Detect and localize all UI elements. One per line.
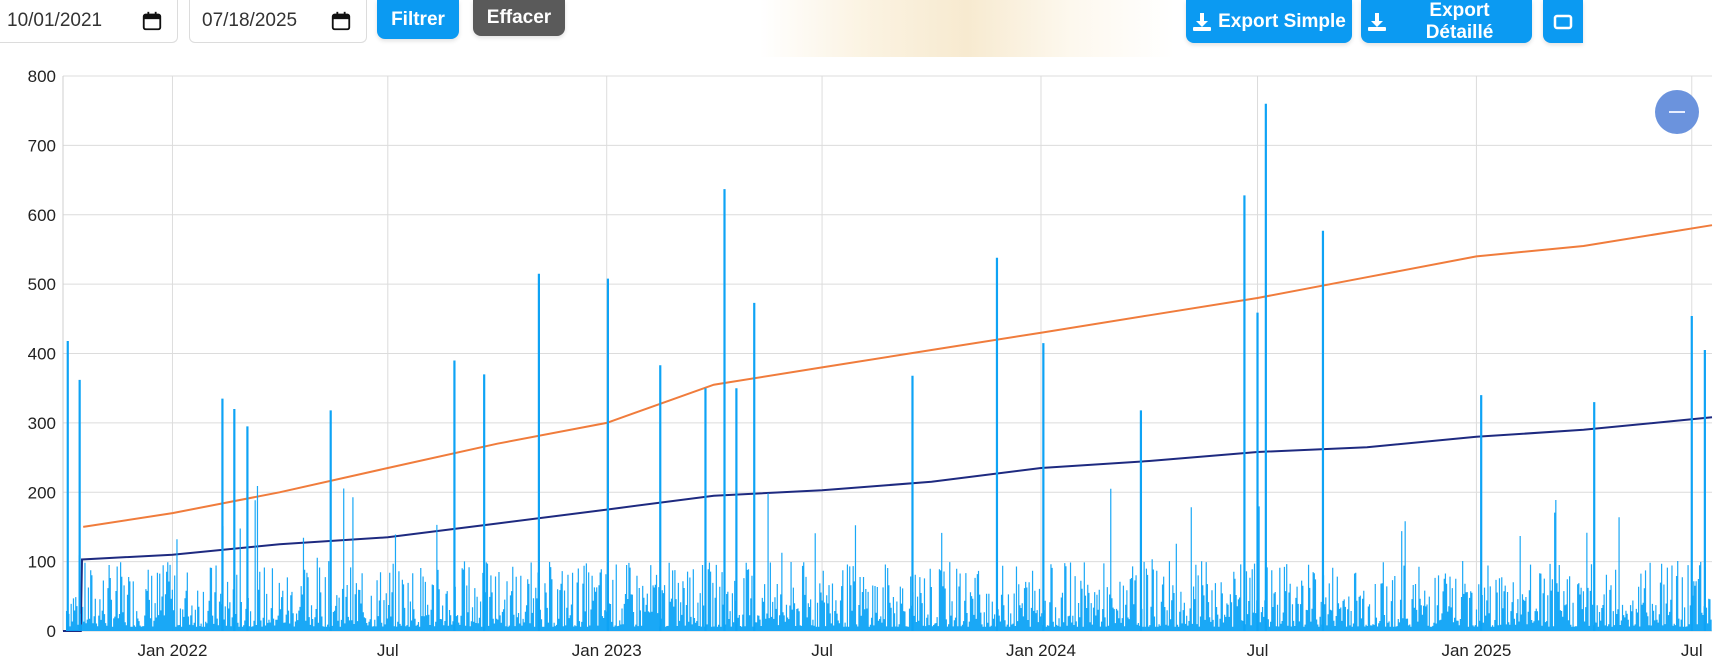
export-detailed-label: Export Détaillé: [1425, 0, 1494, 43]
x-tick-label: Jul: [1681, 641, 1703, 660]
y-tick-label: 800: [28, 67, 56, 86]
y-tick-label: 0: [47, 622, 56, 641]
minus-icon: [1669, 111, 1685, 113]
download-icon: [1368, 12, 1386, 31]
y-tick-label: 700: [28, 136, 56, 155]
chart: 0 100 200 300 400 500 600 700 800 Jan 2022 Jul Jan …: [28, 67, 1713, 660]
calendar-icon[interactable]: [141, 10, 163, 32]
y-tick-label: 400: [28, 345, 56, 364]
series-line-1: [63, 416, 1713, 632]
series-line-0: [83, 224, 1713, 528]
x-tick-label: Jan 2024: [1006, 641, 1076, 660]
x-tick-label: Jan 2025: [1441, 641, 1511, 660]
export-simple-label: Export Simple: [1218, 10, 1346, 32]
filter-button-label: Filtrer: [391, 8, 445, 30]
date-from-value: 10/01/2021: [7, 10, 103, 31]
x-tick-label: Jul: [377, 641, 399, 660]
clear-button[interactable]: Effacer: [473, 0, 565, 36]
x-tick-label: Jan 2023: [572, 641, 642, 660]
y-tick-label: 600: [28, 206, 56, 225]
x-tick-label: Jul: [1247, 641, 1269, 660]
zoom-out-button[interactable]: [1655, 90, 1699, 134]
y-tick-label: 300: [28, 414, 56, 433]
more-export-button[interactable]: [1543, 0, 1583, 43]
y-tick-label: 500: [28, 275, 56, 294]
y-tick-label: 200: [28, 483, 56, 502]
date-to-value: 07/18/2025: [202, 10, 298, 31]
x-tick-label: Jul: [811, 641, 833, 660]
x-tick-label: Jan 2022: [137, 641, 207, 660]
y-tick-label: 100: [28, 553, 56, 572]
export-simple-button[interactable]: Export Simple: [1186, 0, 1352, 43]
export-detailed-button[interactable]: Export Détaillé: [1361, 0, 1532, 43]
calendar-icon[interactable]: [330, 10, 352, 32]
date-to-input[interactable]: 07/18/2025: [189, 0, 367, 43]
filter-button[interactable]: Filtrer: [377, 0, 459, 39]
date-from-input[interactable]: 10/01/2021: [0, 0, 178, 43]
export-icon: [1553, 14, 1573, 29]
clear-button-label: Effacer: [486, 7, 552, 28]
download-icon: [1193, 12, 1212, 31]
series-bars-2: [65, 486, 1712, 631]
